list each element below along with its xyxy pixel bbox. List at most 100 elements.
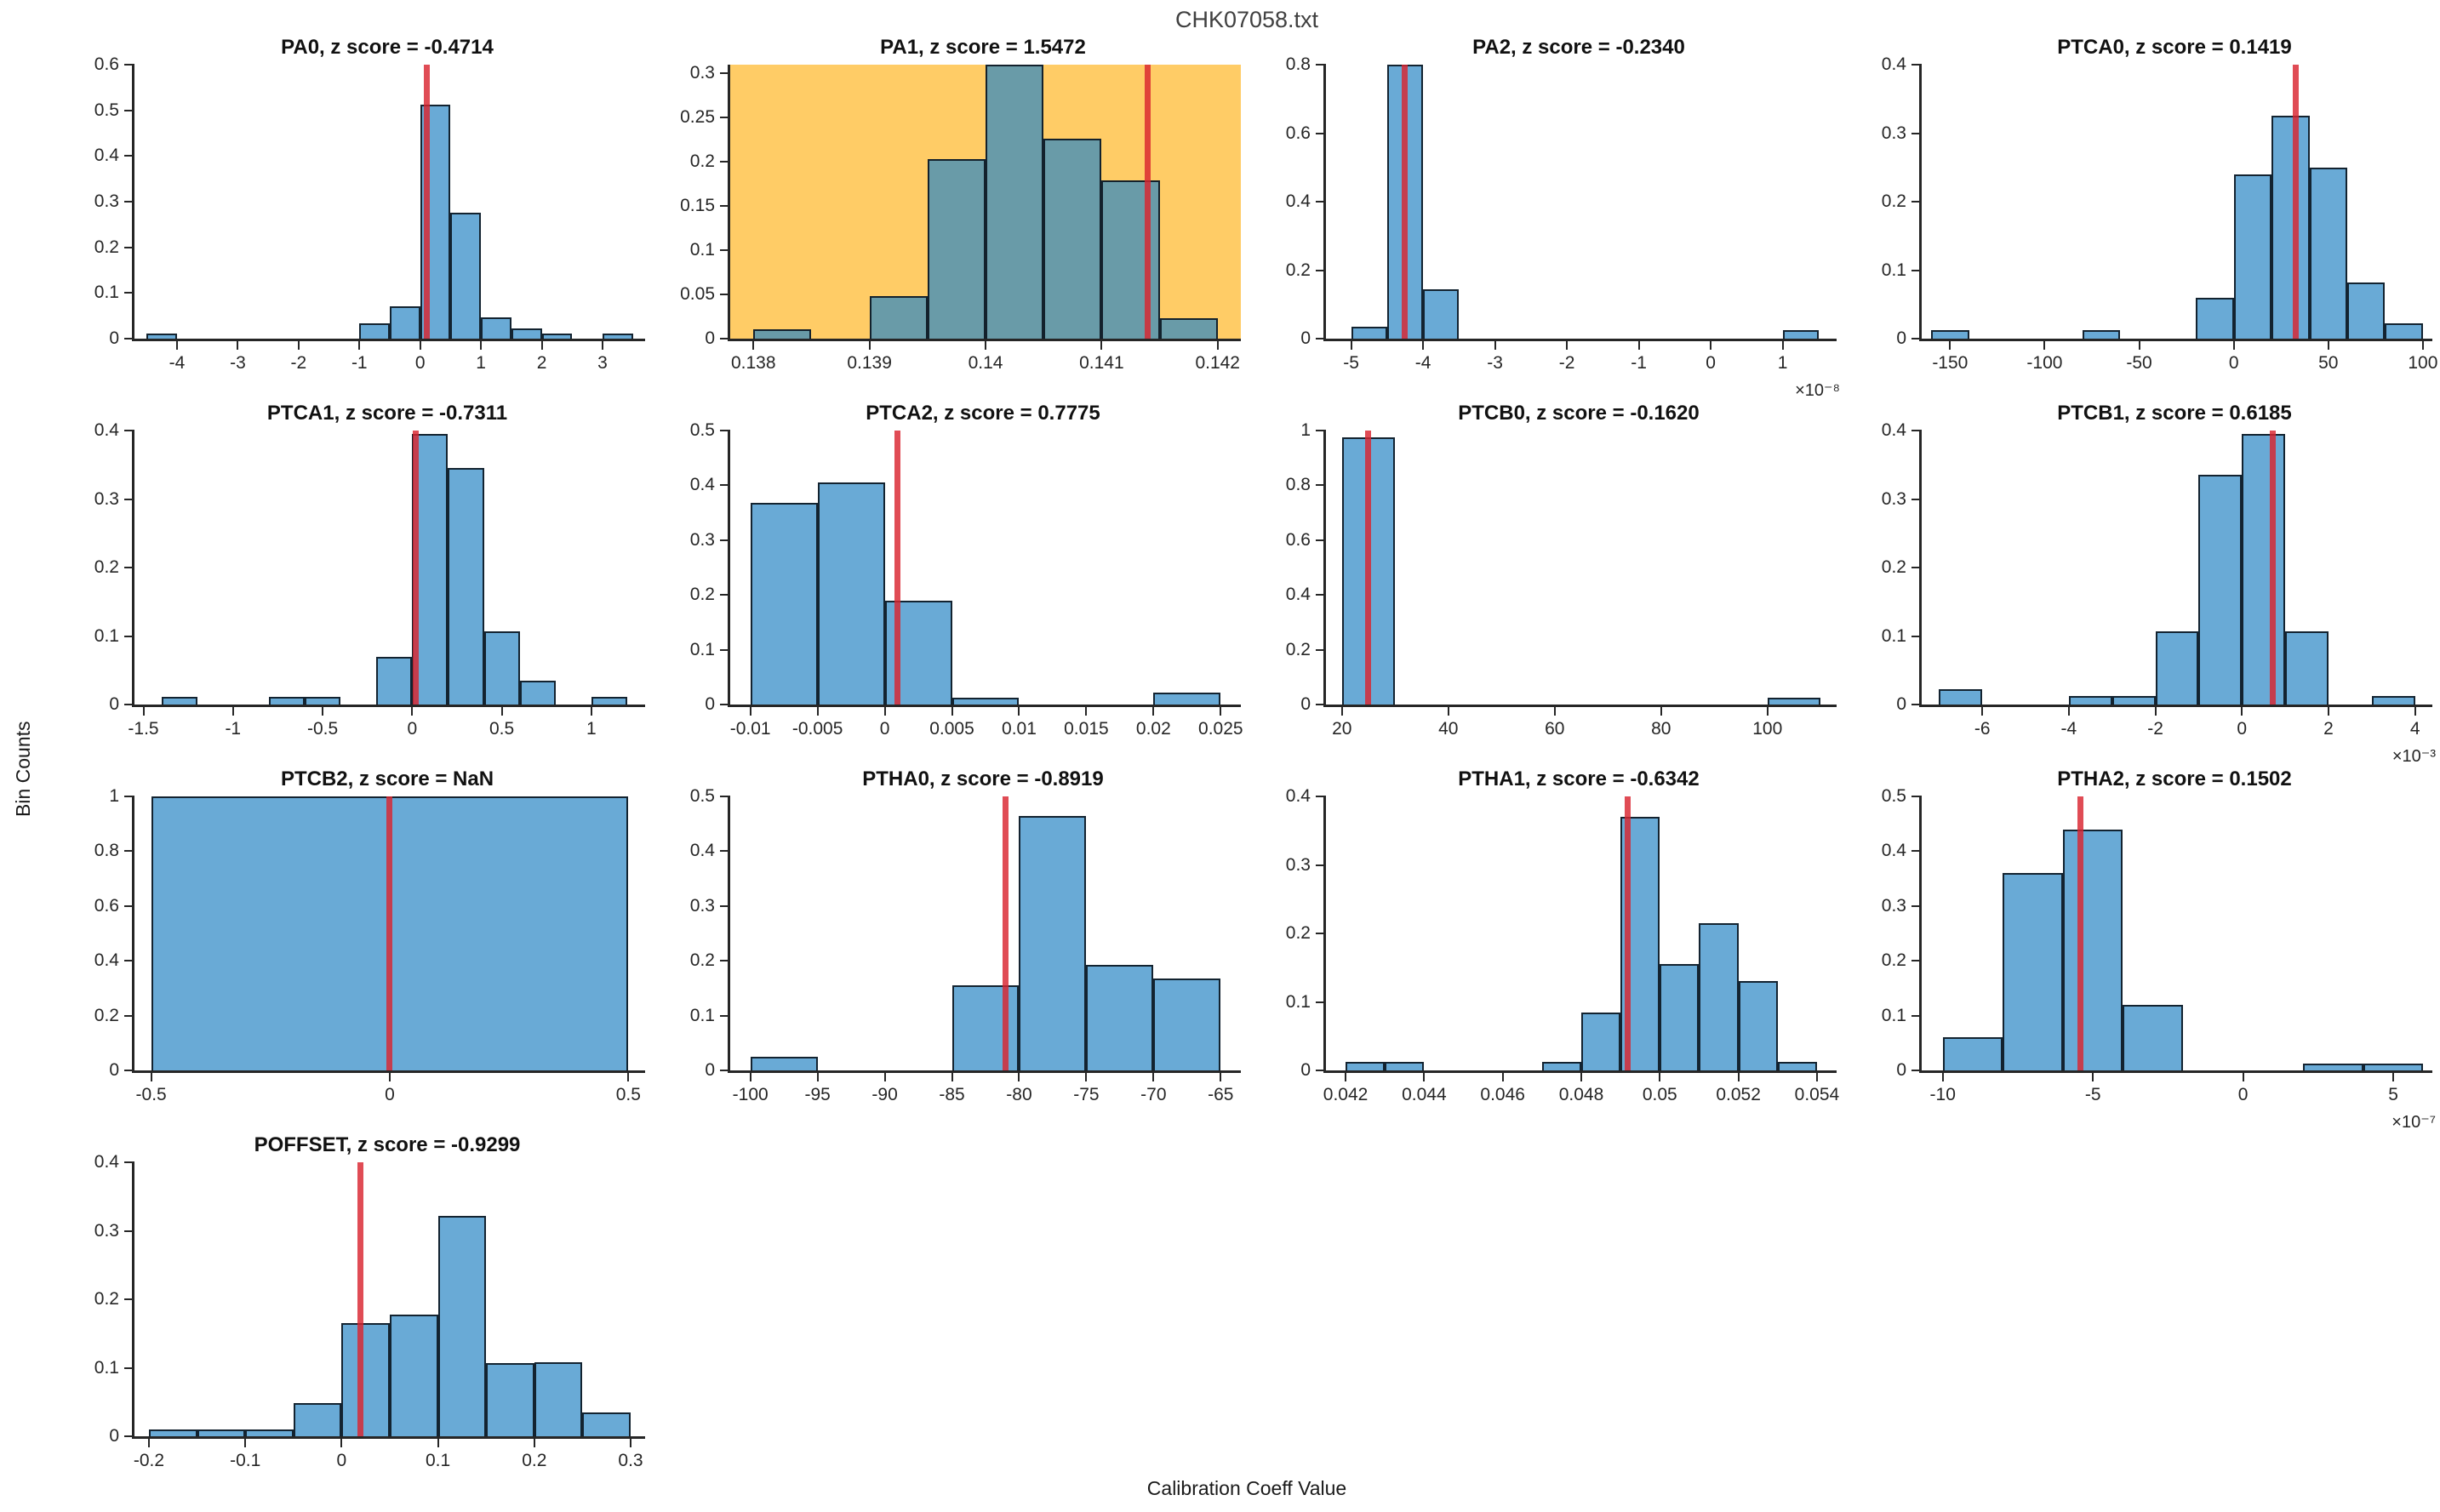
y-tick-label: 1 <box>1300 420 1311 440</box>
histogram-bar <box>2198 475 2243 705</box>
x-tick-label: -65 <box>1208 1085 1234 1104</box>
y-tick-label: 0.3 <box>94 191 119 211</box>
y-tick-label: 0.4 <box>94 420 119 440</box>
y-tick-label: 0.15 <box>680 196 715 216</box>
y-tick-label: 0.4 <box>1881 54 1906 74</box>
x-tick <box>1423 1070 1426 1081</box>
y-tick <box>720 484 730 487</box>
y-tick <box>124 704 134 705</box>
y-tick <box>124 1161 134 1163</box>
marker-line <box>2269 431 2276 705</box>
y-tick-label: 1 <box>109 786 119 806</box>
y-tick-label: 0 <box>1300 694 1311 714</box>
marker-line <box>2077 796 2084 1070</box>
y-tick <box>1911 704 1922 705</box>
x-exponent-label: ×10⁻⁸ <box>1795 381 1840 400</box>
subplot-title: PTCB1, z score = 0.6185 <box>2057 402 2292 425</box>
histogram-bar <box>519 680 556 705</box>
histogram-bar <box>148 1429 197 1436</box>
x-tick <box>2327 705 2329 716</box>
x-tick <box>749 705 751 716</box>
x-tick-label: 3 <box>597 353 608 373</box>
plot-area: 0 0.1 0.2 0.3 0.4 -6 -4 -2 0 2 4 ×10⁻³ <box>1882 420 2436 766</box>
y-tick <box>720 796 730 797</box>
x-tick-label: -0.01 <box>729 719 771 739</box>
x-tick-label: 100 <box>2408 353 2438 373</box>
y-tick <box>124 850 134 853</box>
subplot-title: PA0, z score = -0.4714 <box>281 36 494 59</box>
x-tick-label: 0.044 <box>1402 1085 1447 1104</box>
y-tick-label: 0.2 <box>689 950 715 971</box>
x-tick-label: 0 <box>385 1085 395 1104</box>
histogram-bar <box>2155 630 2199 705</box>
x-tick <box>2421 339 2424 350</box>
y-tick <box>720 294 730 296</box>
y-tick-label: 0.2 <box>94 1005 119 1025</box>
x-tick-label: -80 <box>1006 1085 1032 1104</box>
y-tick-label: 0.3 <box>94 488 119 509</box>
y-tick <box>720 704 730 705</box>
plot-area: 0 0.2 0.4 0.6 0.8 -5 -4 -3 -2 -1 0 1 ×10⁻⁸ <box>1286 54 1840 400</box>
histogram-bar <box>146 334 177 339</box>
histogram-bar <box>750 503 818 705</box>
x-tick <box>1345 1070 1347 1081</box>
y-tick-label: 0.2 <box>94 1289 119 1309</box>
x-tick-label: 0.141 <box>1079 353 1124 373</box>
plot-area: 0 0.1 0.2 0.3 0.4 0.5 -0.01 -0.005 0 0.005 0.01 0.0… <box>690 420 1243 739</box>
x-tick <box>1494 339 1496 350</box>
subplot-ptca2: PTCA2, z score = 0.7775 0 0.1 0.2 0.3 0.4 0.5 -… <box>651 400 1247 762</box>
x-tick <box>1981 705 1984 716</box>
subplot-title: PTCA2, z score = 0.7775 <box>866 402 1100 425</box>
x-tick <box>1350 339 1352 350</box>
subplot-pa0: PA0, z score = -0.4714 0 0.1 0.2 0.3 0.4 0.5 0.… <box>55 34 651 396</box>
y-tick <box>124 1435 134 1437</box>
subplot-title: PTHA1, z score = -0.6342 <box>1458 767 1700 790</box>
y-tick <box>1316 796 1326 797</box>
x-tick <box>533 1436 535 1447</box>
x-tick <box>1100 339 1103 350</box>
y-tick-label: 0 <box>705 328 715 348</box>
x-tick <box>1501 1070 1504 1081</box>
x-tick <box>389 1070 391 1081</box>
y-tick <box>1316 539 1326 541</box>
y-tick-label: 0.5 <box>689 420 715 440</box>
histogram-bar <box>376 656 413 705</box>
x-tick <box>627 1070 630 1081</box>
y-tick <box>1911 960 1922 962</box>
x-tick-label: 0 <box>414 353 426 373</box>
x-tick-label: 0.042 <box>1323 1085 1369 1104</box>
y-tick-label: 0.4 <box>1881 420 1906 440</box>
x-tick <box>437 1436 439 1447</box>
x-tick-label: -5 <box>1343 353 1359 373</box>
histogram-bar <box>486 1362 534 1436</box>
x-tick-label: -4 <box>1414 353 1431 373</box>
marker-line <box>894 431 901 705</box>
x-tick-label: 20 <box>1332 719 1352 739</box>
histogram-bar <box>1153 692 1221 705</box>
x-tick <box>419 339 421 350</box>
y-tick-label: 0.5 <box>689 786 715 806</box>
histogram-bar <box>245 1429 294 1436</box>
x-tick-label: 0.05 <box>1642 1085 1677 1104</box>
y-tick-label: 0.6 <box>1285 529 1311 550</box>
x-tick <box>1941 1070 1944 1081</box>
x-tick <box>1737 1070 1740 1081</box>
y-tick <box>1316 132 1326 134</box>
x-tick <box>985 339 986 350</box>
x-tick-label: -4 <box>169 353 186 373</box>
y-tick-label: 0.1 <box>1285 991 1311 1012</box>
histogram-bar <box>1660 964 1700 1070</box>
x-tick <box>322 705 324 716</box>
histogram-bar <box>951 698 1020 705</box>
y-tick <box>1911 796 1922 797</box>
y-tick-label: 0.3 <box>1285 854 1311 875</box>
y-tick-label: 0.4 <box>1881 841 1906 861</box>
histogram-bar <box>1346 1062 1386 1070</box>
histogram-bar <box>869 296 928 339</box>
y-tick-label: 0.1 <box>1881 260 1906 280</box>
x-tick-label: 0 <box>879 719 890 739</box>
x-tick <box>340 1436 343 1447</box>
x-tick <box>2242 1070 2244 1081</box>
histogram-bar <box>2285 630 2329 705</box>
x-tick <box>411 705 414 716</box>
